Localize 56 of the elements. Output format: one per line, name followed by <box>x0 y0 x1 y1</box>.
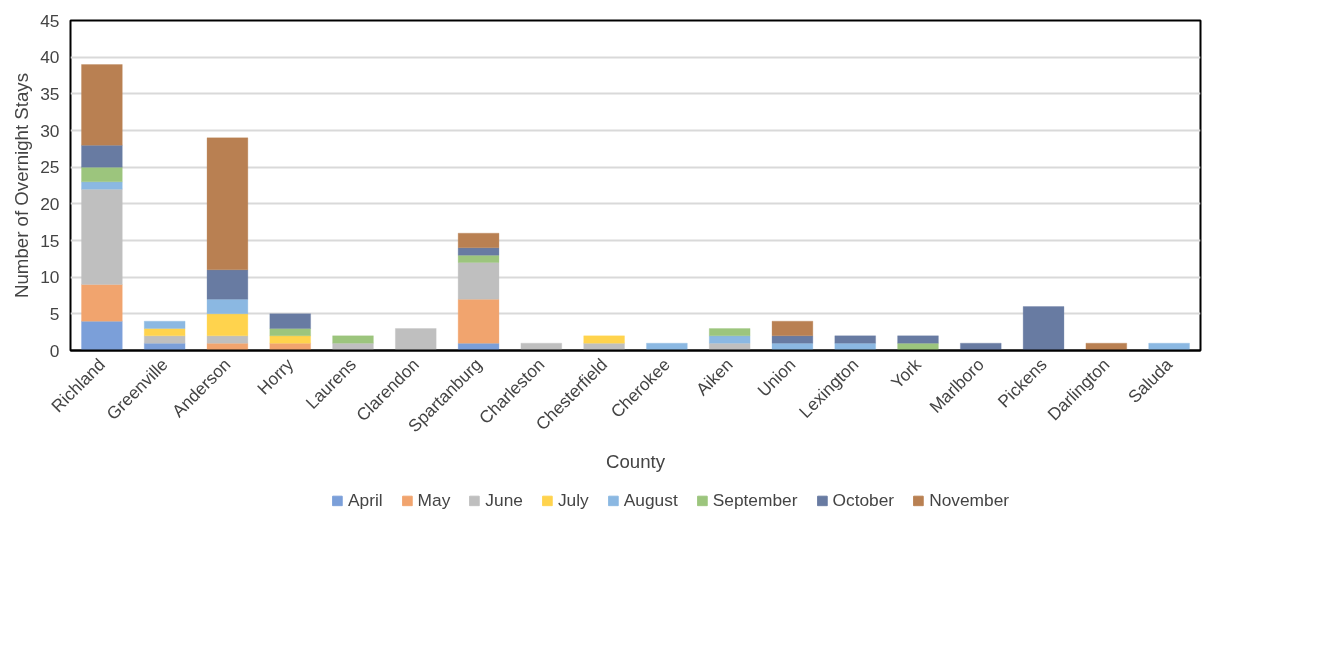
x-axis-title: County <box>605 451 666 473</box>
bar <box>269 335 312 344</box>
bar <box>457 298 500 344</box>
y-tick-label: 40 <box>40 47 60 68</box>
y-tick-label: 10 <box>40 267 60 288</box>
y-tick-label: 15 <box>40 230 60 251</box>
y-tick-label: 35 <box>40 83 60 104</box>
bar <box>520 342 563 351</box>
bar <box>332 335 374 344</box>
bar <box>206 269 249 300</box>
y-tick-label: 45 <box>40 10 60 31</box>
legend-label: August <box>623 489 678 511</box>
legend-label: October <box>832 489 895 511</box>
bar <box>394 328 437 351</box>
bar <box>771 335 814 344</box>
bar <box>80 166 123 183</box>
bar <box>708 335 751 344</box>
bar <box>645 342 688 351</box>
bar <box>80 284 123 322</box>
bar <box>80 181 123 190</box>
bar <box>143 320 186 329</box>
legend-label: September <box>712 489 798 511</box>
bar <box>1085 342 1128 351</box>
y-tick-label: 0 <box>49 340 60 361</box>
bar <box>771 320 814 337</box>
bar <box>143 335 186 344</box>
y-tick-label: 30 <box>40 120 60 141</box>
bar <box>1022 306 1065 351</box>
bar <box>457 247 500 256</box>
x-tick-label: York <box>886 354 926 393</box>
bar <box>206 313 249 337</box>
bar <box>206 137 249 271</box>
bar <box>206 335 249 344</box>
legend-label: June <box>485 489 523 511</box>
bar <box>80 64 123 146</box>
y-tick-label: 20 <box>40 193 60 214</box>
bar <box>834 335 877 344</box>
bar <box>457 232 500 249</box>
bar <box>80 188 123 285</box>
bar <box>457 262 500 300</box>
bar <box>206 298 249 315</box>
y-axis-title: Number of Overnight Stays <box>11 72 33 298</box>
legend-label: April <box>347 489 383 511</box>
bar <box>583 335 626 344</box>
y-tick-label: 25 <box>40 157 60 178</box>
y-tick-label: 5 <box>49 303 60 324</box>
legend-label: July <box>557 489 589 511</box>
legend-label: May <box>417 489 451 511</box>
bar <box>1148 342 1191 351</box>
bar <box>959 342 1002 351</box>
bar <box>80 320 123 351</box>
legend-label: November <box>929 489 1010 511</box>
bar <box>80 144 123 168</box>
bar <box>708 328 751 337</box>
bar <box>269 313 312 329</box>
bar <box>897 335 939 344</box>
